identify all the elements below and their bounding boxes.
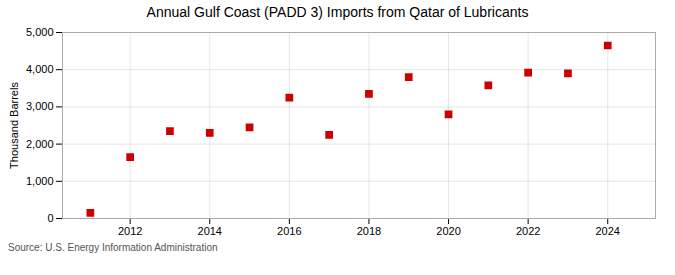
- svg-text:4,000: 4,000: [26, 63, 54, 75]
- svg-text:1,000: 1,000: [26, 175, 54, 187]
- svg-text:2016: 2016: [277, 225, 301, 237]
- svg-text:0: 0: [47, 212, 53, 224]
- html-text:Source: U.S. Energy Informatio: Source: U.S. Energy Information Administ…: [8, 242, 218, 253]
- html-text:Annual Gulf Coast (PADD 3) Imp: Annual Gulf Coast (PADD 3) Imports from …: [146, 4, 529, 20]
- svg-text:2012: 2012: [118, 225, 142, 237]
- svg-text:2014: 2014: [198, 225, 222, 237]
- svg-text:Thousand Barrels: Thousand Barrels: [8, 82, 20, 169]
- svg-text:2020: 2020: [436, 225, 460, 237]
- svg-text:2022: 2022: [516, 225, 540, 237]
- svg-text:2024: 2024: [595, 225, 619, 237]
- svg-text:5,000: 5,000: [26, 26, 54, 38]
- svg-text:2,000: 2,000: [26, 138, 54, 150]
- svg-text:2018: 2018: [357, 225, 381, 237]
- svg-text:3,000: 3,000: [26, 100, 54, 112]
